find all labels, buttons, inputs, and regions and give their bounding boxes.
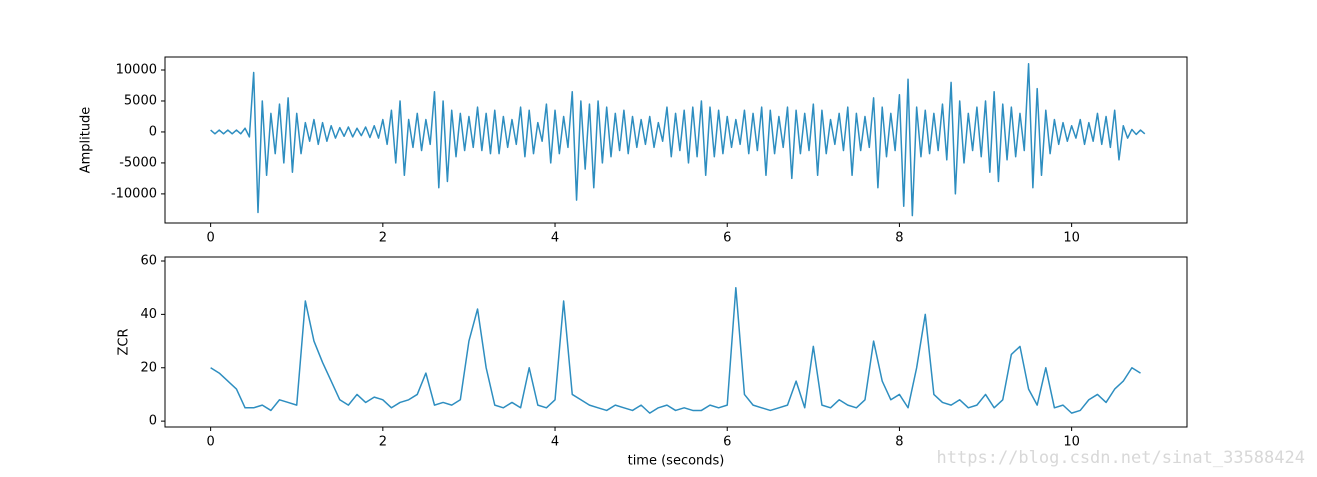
x-tick-label: 2 — [379, 231, 387, 246]
y-tick-label: 10000 — [116, 63, 157, 78]
x-tick-label: 4 — [551, 435, 559, 450]
x-tick-label: 4 — [551, 231, 559, 246]
y-tick-label: 20 — [140, 360, 157, 375]
x-tick-label: 6 — [723, 435, 731, 450]
axes-frame — [164, 56, 1188, 224]
y-axis-label: Amplitude — [79, 107, 94, 174]
data-line — [210, 286, 1141, 414]
y-tick-label: -5000 — [119, 155, 157, 170]
x-tick-label: 8 — [895, 231, 903, 246]
y-tick-label: -10000 — [111, 186, 157, 201]
y-tick-label: 0 — [149, 414, 157, 429]
x-tick-label: 0 — [206, 231, 214, 246]
x-tick-label: 8 — [895, 435, 903, 450]
y-tick-label: 5000 — [124, 93, 157, 108]
x-tick-label: 10 — [1063, 435, 1080, 450]
y-tick-label: 40 — [140, 307, 157, 322]
x-axis-label: time (seconds) — [628, 454, 725, 469]
x-tick-label: 10 — [1063, 231, 1080, 246]
watermark: https://blog.csdn.net/sinat_33588424 — [937, 448, 1305, 468]
axes-frame — [164, 256, 1188, 428]
y-tick-label: 0 — [149, 124, 157, 139]
x-tick-label: 0 — [206, 435, 214, 450]
y-tick-label: 60 — [140, 254, 157, 269]
x-tick-label: 2 — [379, 435, 387, 450]
x-tick-label: 6 — [723, 231, 731, 246]
data-line — [210, 63, 1146, 217]
y-axis-label: ZCR — [117, 328, 132, 355]
